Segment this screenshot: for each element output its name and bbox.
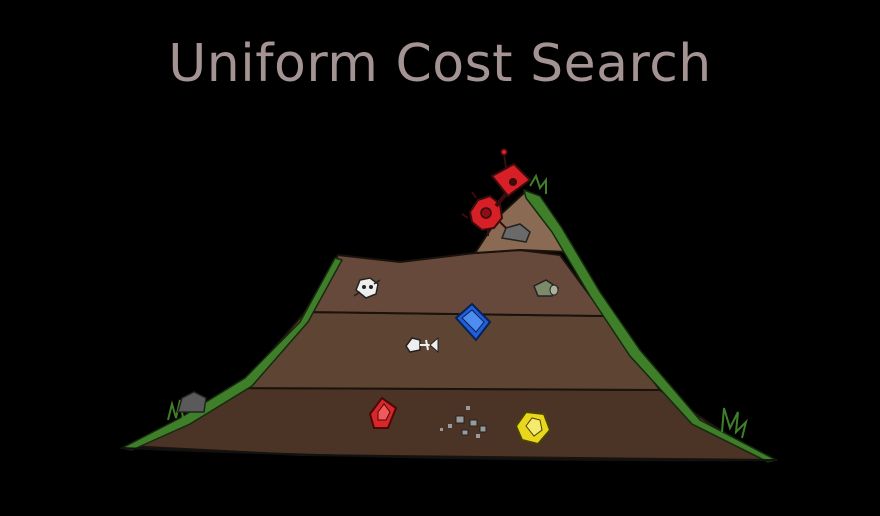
fish-bone-icon [405,336,439,354]
slide-title: Uniform Cost Search [168,34,712,94]
yellow-gem-icon [514,410,552,446]
tin-can-icon [533,279,560,297]
ground-line [121,447,777,462]
rock-icon [500,223,531,243]
soil-layer-upper [303,248,608,318]
hill [119,173,779,463]
blue-gem-icon [454,302,492,342]
robot-icon [461,148,532,236]
rock-icon [177,391,207,413]
red-gem-icon [368,396,398,429]
grass-tuft-top [529,173,547,194]
grass-tuft-right [721,407,748,439]
rubble-icon [440,406,487,438]
skull-icon [353,277,381,299]
grass-left [119,257,344,451]
